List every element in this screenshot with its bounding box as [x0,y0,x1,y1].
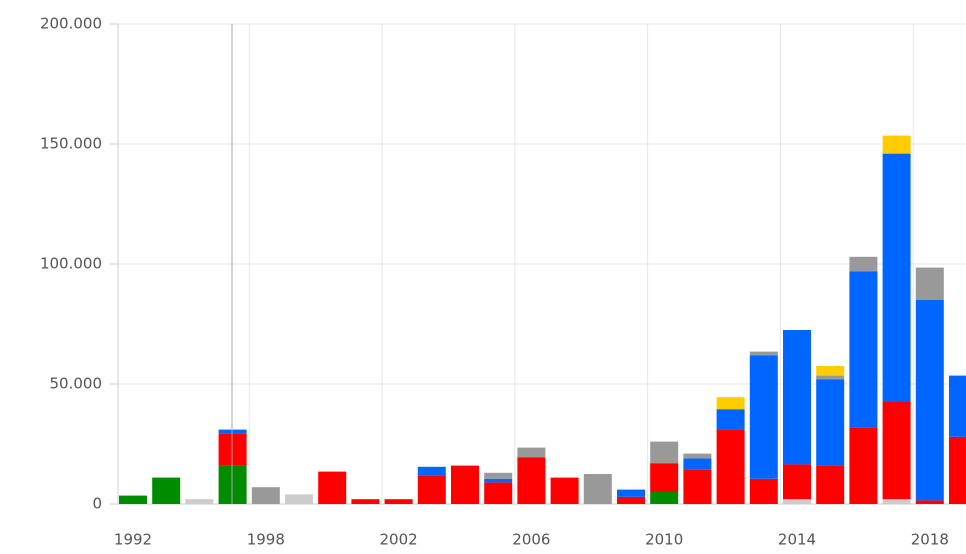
bar-segment [882,135,911,154]
bar-segment [816,366,845,376]
bar-segment [683,458,712,470]
bar-segment [251,487,280,504]
bar-segment [816,465,845,504]
bar-segment [650,441,679,464]
y-tick-label: 150.000 [40,135,102,153]
bar-segment [318,471,347,504]
bar-segment [417,466,446,476]
bar-segment [384,499,413,504]
x-tick-label: 2006 [512,531,550,549]
bar-segment [816,379,845,466]
bar-segment [119,495,147,504]
bar-segment [185,499,214,504]
bar-segment [517,457,546,504]
y-tick-label: 100.000 [40,255,102,273]
bar-segment [749,478,778,504]
bar-segment [849,256,878,272]
x-tick-label: 2018 [911,531,949,549]
bar-segment [351,499,380,504]
x-tick-label: 1998 [247,531,285,549]
y-tick-label: 0 [92,495,102,513]
bar-segment [849,427,878,504]
bar-segment [915,300,944,501]
bar-segment [949,375,966,437]
bar-segment [650,463,679,492]
bar-segment [617,489,645,497]
bar-segment [617,496,645,504]
bar-segment [550,477,579,504]
bar-segment [152,477,181,504]
bar-segment [683,469,712,504]
bar-segment [484,482,513,504]
bar-segment [417,475,446,504]
bar-segment [783,499,811,504]
labels: 0 50.000 100.000 150.000 200.000 1992 1998 2002… [40,15,949,549]
bar-segment [882,499,911,504]
bar-segment [716,429,745,504]
y-tick-label: 50.000 [50,375,103,393]
bar-segment [783,464,811,500]
bar-segment [650,492,679,504]
bar-segment [716,409,745,430]
bar-segment [218,433,247,466]
x-tick-label: 1992 [114,531,152,549]
x-tick-label: 2002 [380,531,418,549]
bar-segment [716,397,745,410]
bar-segment [949,436,966,504]
bar-segment [915,500,944,504]
x-tick-label: 2014 [778,531,816,549]
bars [119,135,966,504]
bar-segment [484,478,513,483]
bar-segment [218,465,247,504]
x-tick-label: 2010 [645,531,683,549]
bar-segment [749,351,778,356]
bar-segment [451,465,479,504]
grid [110,23,966,505]
bar-segment [517,447,546,458]
bar-segment [849,271,878,428]
bar-segment [218,429,247,434]
bar-segment [882,153,911,402]
bar-segment [783,330,811,465]
bar-segment [683,453,712,459]
bar-segment [749,355,778,479]
bar-segment [285,494,313,504]
bar-segment [882,402,911,500]
bar-segment [816,375,845,380]
bar-segment [915,267,944,300]
y-tick-label: 200.000 [40,15,102,33]
bar-segment [583,474,612,504]
bar-segment [484,472,513,479]
